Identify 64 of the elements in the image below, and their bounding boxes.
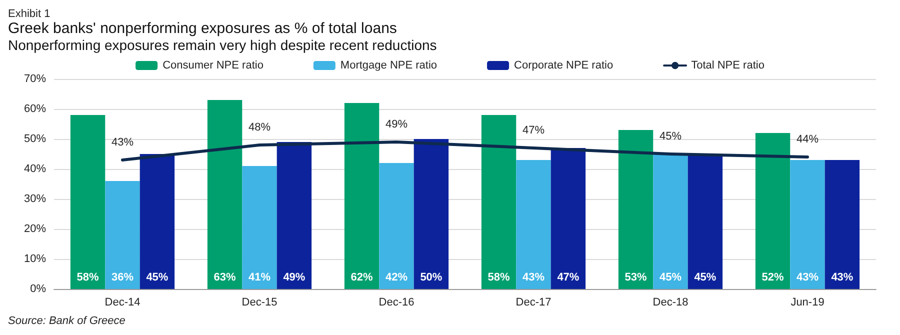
data-label: 58% [76,272,100,284]
bar [242,166,277,289]
x-tick-label: Jun-19 [790,296,824,308]
data-label: 53% [624,272,648,284]
data-label: 50% [420,272,442,284]
bar [516,160,551,289]
text: Exhibit 1 [8,8,52,20]
data-label: 47% [557,272,580,284]
bar [481,115,516,289]
bar [653,154,688,289]
data-label: 45% [694,272,716,284]
data-label: 41% [248,272,271,284]
bar [140,154,175,289]
bar [379,163,414,289]
bar [790,160,825,289]
data-label: 52% [762,272,784,284]
data-label: 49% [385,118,408,130]
bar [550,148,586,289]
bar [70,115,106,289]
data-label: 43% [522,272,545,284]
bar [276,142,312,289]
bar [105,181,140,289]
chart-subtitle: Nonperforming exposures remain very high despite recent reductions [8,37,438,53]
y-tick-label: 0% [30,283,46,295]
bar [755,133,790,289]
bar [207,100,242,289]
bar [344,103,380,289]
data-label: 42% [385,272,408,284]
data-label: 48% [248,122,271,134]
bar [414,139,449,289]
data-label: 47% [522,124,545,136]
data-label: 43% [796,272,819,284]
chart-title: Greek banks' nonperforming exposures as % of total loans [8,20,398,37]
legend-label: Mortgage NPE ratio [340,60,438,72]
x-tick-label: Dec-14 [104,296,140,308]
data-label: 44% [796,134,819,146]
data-label: 63% [214,272,236,284]
y-tick-label: 20% [24,223,46,235]
data-label: 58% [488,272,510,284]
data-label: 43% [831,272,854,284]
data-label: 62% [350,272,374,284]
data-label: 36% [111,272,134,284]
x-tick-label: Dec-18 [652,296,688,308]
y-tick-label: 60% [24,103,46,115]
x-tick-label: Dec-17 [516,296,552,308]
bar [688,154,723,289]
y-tick-label: 30% [24,193,46,205]
x-tick-label: Dec-15 [242,296,278,308]
y-tick-label: 50% [24,133,46,145]
data-label: 43% [111,136,134,148]
x-tick-label: Dec-16 [378,296,414,308]
legend-label: Total NPE ratio [691,60,764,72]
data-label: 45% [659,130,682,142]
data-label: 45% [659,272,682,284]
y-tick-label: 10% [24,253,46,265]
data-label: 49% [283,272,306,284]
data-label: 45% [146,272,168,284]
source-note: Source: Bank of Greece [8,315,126,327]
y-tick-label: 40% [24,163,46,175]
bar [824,160,860,289]
bar [618,130,654,289]
legend-label: Corporate NPE ratio [514,60,614,72]
y-tick-label: 70% [24,73,46,85]
legend-label: Consumer NPE ratio [162,60,264,72]
